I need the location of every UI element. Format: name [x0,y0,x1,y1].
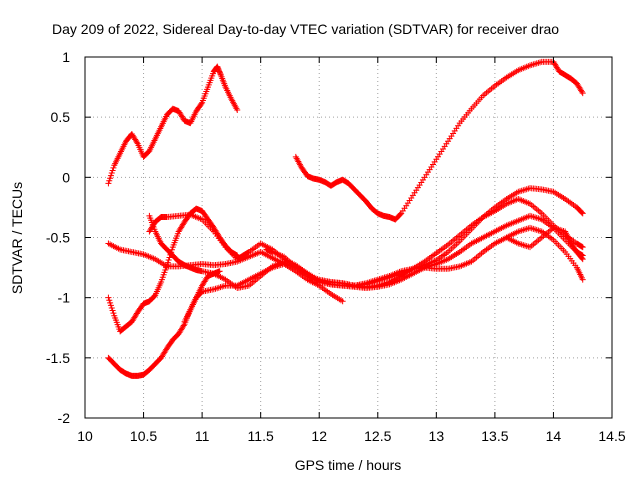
x-tick-label: 14.5 [598,428,625,444]
data-point [107,302,114,309]
data-point [339,298,346,305]
data-point [579,244,586,251]
data-point [579,256,586,263]
data-point [198,289,205,296]
data-points [105,58,586,379]
y-tick-label: -2 [58,410,71,426]
x-tick-label: 11 [195,428,210,444]
data-point [133,139,140,146]
chart-title: Day 209 of 2022, Sidereal Day-to-day VTE… [52,21,559,37]
series-track-4 [105,268,223,379]
data-point [108,304,115,311]
y-ticks: 1 0.5 0 -0.5 -1 -1.5 -2 [46,49,612,426]
data-point [107,299,114,306]
series-track-10 [503,224,586,263]
x-tick-label: 13.5 [481,428,508,444]
data-point [109,167,116,174]
data-point [234,106,241,113]
x-tick-label: 10.5 [130,428,157,444]
x-tick-label: 11.5 [248,428,274,444]
x-tick-label: 10 [77,428,93,444]
data-point [105,180,112,187]
data-point [107,172,114,179]
data-point [180,322,187,329]
data-point [110,310,117,317]
data-point [397,211,404,218]
data-point [106,297,113,304]
data-point [579,210,586,217]
data-point [164,259,171,266]
data-point [165,257,172,264]
y-axis-label: SDTVAR / TECUs [9,182,25,294]
data-point [578,88,585,95]
data-point [166,254,173,261]
series-track-9 [263,224,586,289]
data-point [216,268,223,275]
data-point [105,294,112,301]
x-tick-label: 13 [429,428,445,444]
data-point [217,70,224,77]
data-point [198,100,205,107]
y-tick-label: -1.5 [46,350,70,366]
data-point [578,255,585,262]
series-track-2 [292,58,586,223]
data-point [578,243,585,250]
plot-frame [84,56,613,419]
data-point [109,307,116,314]
data-point [579,90,586,97]
grid [85,57,612,418]
data-point [579,276,586,283]
data-point [106,177,113,184]
x-tick-label: 12 [311,428,327,444]
y-tick-label: 1 [62,49,70,65]
x-tick-label: 12.5 [364,428,391,444]
x-ticks: 10 10.5 11 11.5 12 12.5 13 13.5 14 14.5 [77,57,626,444]
y-tick-label: 0 [62,169,70,185]
data-point [108,170,115,177]
data-point [110,164,117,171]
series-track-1 [105,63,241,187]
x-tick-label: 14 [546,428,562,444]
y-tick-label: -1 [58,290,71,306]
x-axis-label: GPS time / hours [295,457,402,473]
y-tick-label: 0.5 [51,109,71,125]
y-tick-label: -0.5 [46,230,70,246]
data-point [107,175,114,182]
data-point [578,209,585,216]
